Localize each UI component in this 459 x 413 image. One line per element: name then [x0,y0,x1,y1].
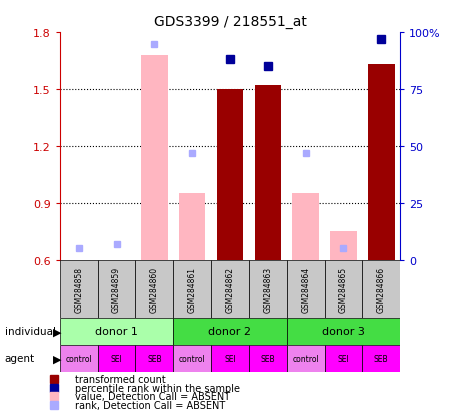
Text: agent: agent [5,353,34,363]
Bar [362,345,399,372]
Bar [60,260,97,318]
Bar [248,260,286,318]
Text: SEI: SEI [337,354,348,363]
Bar [286,345,324,372]
Bar [286,318,399,345]
Text: GSM284863: GSM284863 [263,266,272,312]
Bar [173,345,211,372]
Text: transformed count: transformed count [75,374,165,384]
Bar [97,260,135,318]
Text: GSM284862: GSM284862 [225,266,234,312]
Text: SEB: SEB [373,354,388,363]
Bar [135,260,173,318]
Text: GSM284864: GSM284864 [301,266,309,312]
Title: GDS3399 / 218551_at: GDS3399 / 218551_at [153,15,306,29]
Bar [216,90,243,260]
Text: control: control [179,354,205,363]
Bar [292,194,318,260]
Text: control: control [291,354,319,363]
Bar [179,194,205,260]
Text: GSM284865: GSM284865 [338,266,347,312]
Text: GSM284866: GSM284866 [376,266,385,312]
Bar [211,345,248,372]
Text: SEI: SEI [224,354,235,363]
Text: ▶: ▶ [53,326,61,337]
Bar [330,232,356,260]
Text: donor 3: donor 3 [321,326,364,337]
Bar [367,65,394,260]
Text: value, Detection Call = ABSENT: value, Detection Call = ABSENT [75,392,230,401]
Bar [141,56,167,260]
Bar [324,345,362,372]
Text: control: control [65,354,92,363]
Bar [286,260,324,318]
Bar [324,260,362,318]
Bar [60,318,173,345]
Bar [254,86,280,260]
Text: SEI: SEI [111,354,122,363]
Bar [173,260,211,318]
Text: donor 1: donor 1 [95,326,138,337]
Bar [248,345,286,372]
Bar [173,318,286,345]
Text: percentile rank within the sample: percentile rank within the sample [75,383,239,393]
Text: individual: individual [5,326,56,337]
Text: GSM284860: GSM284860 [150,266,158,312]
Text: donor 2: donor 2 [208,326,251,337]
Text: ▶: ▶ [53,353,61,363]
Text: GSM284861: GSM284861 [187,266,196,312]
Bar [60,345,97,372]
Text: SEB: SEB [147,354,161,363]
Bar [362,260,399,318]
Text: GSM284859: GSM284859 [112,266,121,312]
Text: rank, Detection Call = ABSENT: rank, Detection Call = ABSENT [75,400,224,410]
Bar [211,260,248,318]
Text: GSM284858: GSM284858 [74,266,83,312]
Bar [97,345,135,372]
Text: SEB: SEB [260,354,274,363]
Bar [135,345,173,372]
